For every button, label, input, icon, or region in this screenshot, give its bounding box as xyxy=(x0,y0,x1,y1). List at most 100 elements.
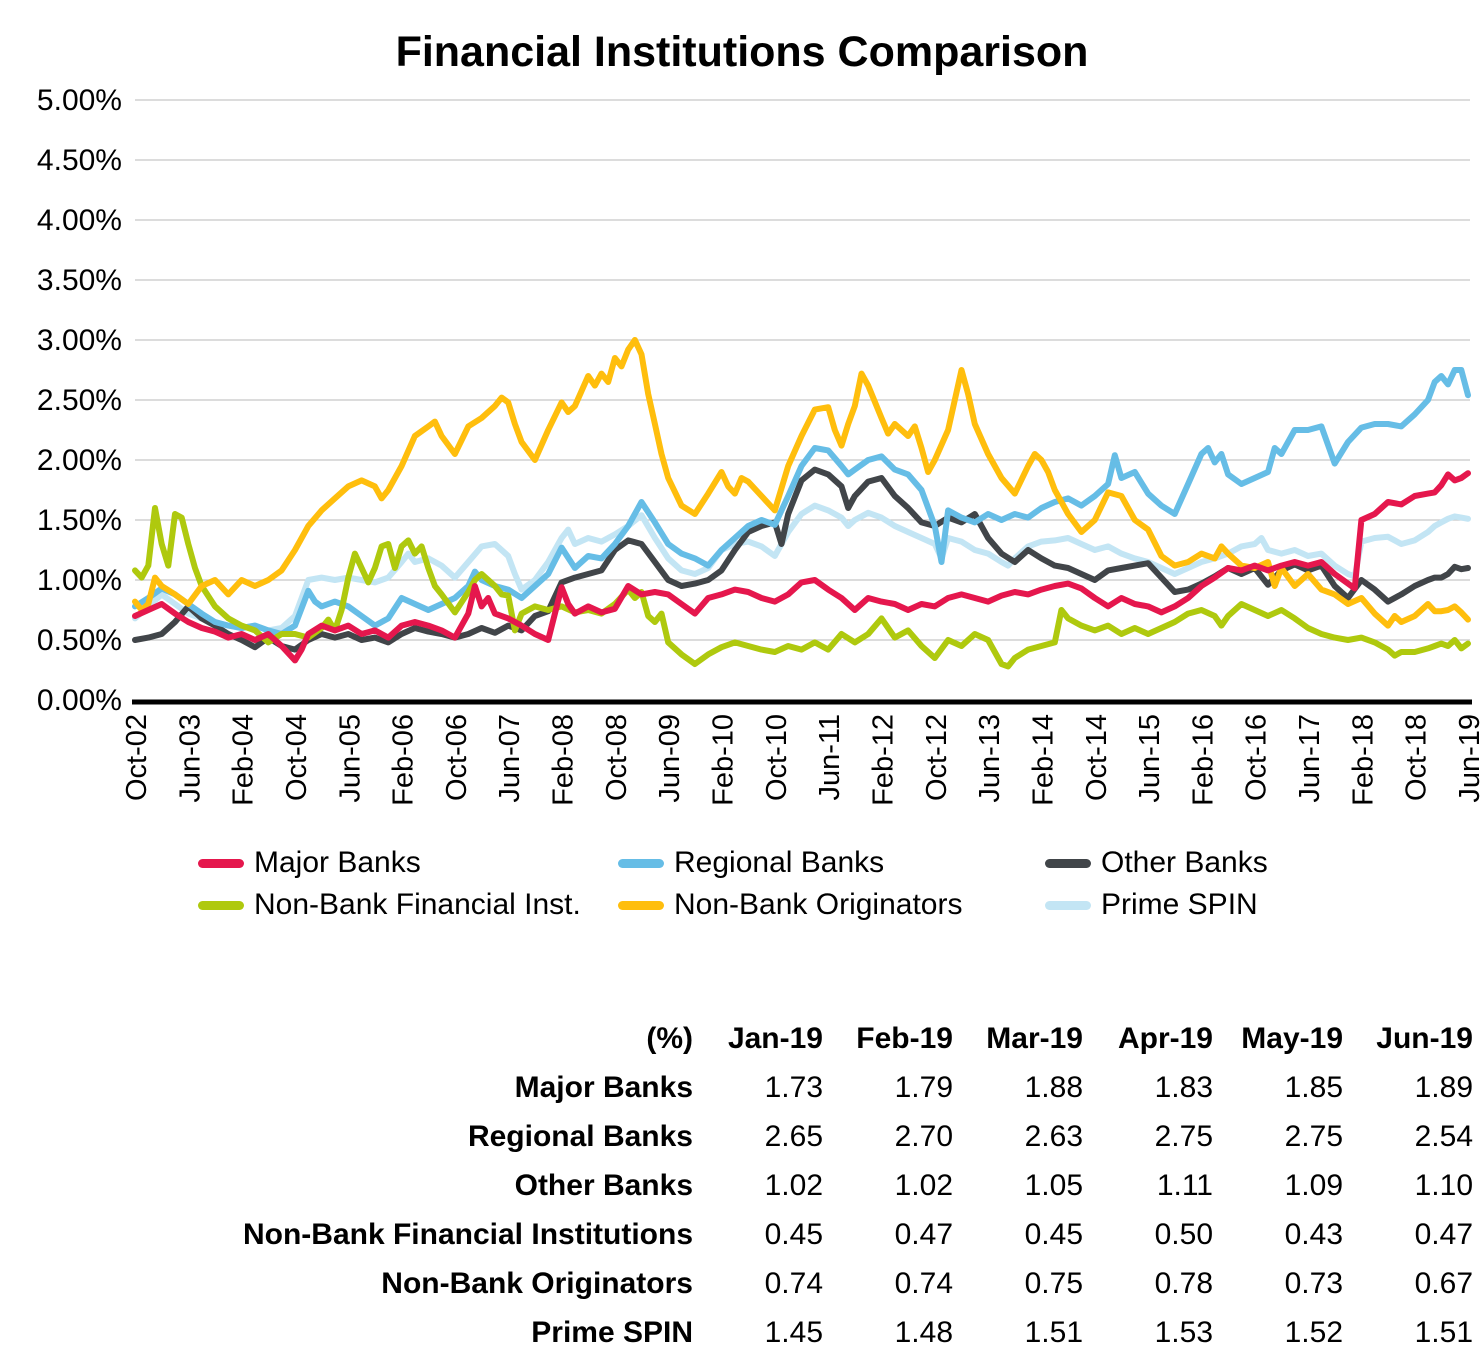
legend-label: Prime SPIN xyxy=(1101,888,1258,921)
table-header-cell: Mar-19 xyxy=(986,1021,1083,1055)
table-header-cell: Jun-19 xyxy=(1376,1021,1473,1055)
x-axis-tick-label: Oct-02 xyxy=(121,714,153,801)
table-cell: 0.78 xyxy=(1154,1266,1213,1300)
table-cell: 2.75 xyxy=(1284,1119,1343,1153)
x-axis-tick-label: Feb-18 xyxy=(1347,714,1379,806)
legend-item: Regional Banks xyxy=(618,842,1045,884)
x-axis-tick-label: Jun-17 xyxy=(1294,714,1326,803)
table-row-label: Regional Banks xyxy=(467,1119,693,1153)
y-axis-tick-label: 4.50% xyxy=(37,144,122,177)
table-cell: 1.88 xyxy=(1024,1070,1083,1104)
y-axis-tick-label: 3.50% xyxy=(37,264,122,297)
legend-marker-icon xyxy=(198,858,244,868)
x-axis-tick-label: Jun-13 xyxy=(974,714,1006,803)
table-cell: 0.67 xyxy=(1414,1266,1473,1300)
table-row-label: Major Banks xyxy=(514,1070,693,1104)
legend-marker-icon xyxy=(618,900,664,910)
table-row: Other Banks 1.02 1.02 1.05 1.11 1.09 1.10 xyxy=(173,1161,1473,1210)
chart-svg: 0.00% 0.50% 1.00% 1.50% 2.00% 2.50% 3.00% 3.50%… xyxy=(37,84,1484,806)
x-axis-tick-label: Feb-10 xyxy=(708,714,740,806)
legend-marker-icon xyxy=(198,900,244,910)
table-cell: 1.51 xyxy=(1414,1315,1473,1349)
table-header-cell: Jan-19 xyxy=(727,1021,823,1055)
table-cell: 0.43 xyxy=(1284,1217,1343,1251)
table-header-unit: (%) xyxy=(646,1021,693,1055)
table-cell: 1.52 xyxy=(1284,1315,1343,1349)
table-cell: 0.75 xyxy=(1024,1266,1083,1300)
legend-item: Prime SPIN xyxy=(1045,884,1445,926)
table-row: Non-Bank Originators 0.74 0.74 0.75 0.78 0.73… xyxy=(173,1259,1473,1308)
table-cell: 0.74 xyxy=(894,1266,953,1300)
table-cell: 1.10 xyxy=(1414,1168,1473,1202)
table-cell: 2.65 xyxy=(764,1119,823,1153)
chart-title: Financial Institutions Comparison xyxy=(395,28,1089,76)
x-axis-tick-label: Feb-04 xyxy=(228,714,260,806)
table-cell: 1.83 xyxy=(1154,1070,1213,1104)
x-axis-tick-label: Oct-06 xyxy=(441,714,473,801)
legend-label: Regional Banks xyxy=(674,846,885,879)
table-header-cell: Apr-19 xyxy=(1117,1021,1213,1055)
x-axis-tick-label: Feb-14 xyxy=(1027,714,1059,806)
x-axis-tick-label: Feb-16 xyxy=(1187,714,1219,806)
legend-label: Other Banks xyxy=(1101,846,1268,879)
legend-marker-icon xyxy=(1045,858,1091,868)
x-axis-tick-label: Jun-15 xyxy=(1134,714,1166,803)
table-cell: 2.70 xyxy=(894,1119,953,1153)
series-line-regional-banks xyxy=(132,367,1471,637)
comparison-chart: 0.00% 0.50% 1.00% 1.50% 2.00% 2.50% 3.00% 3.50%… xyxy=(37,84,1484,806)
table-cell: 1.09 xyxy=(1284,1168,1343,1202)
x-axis-tick-label: Jun-09 xyxy=(654,714,686,803)
table-row-label: Other Banks xyxy=(514,1168,693,1202)
x-axis-tick-label: Oct-10 xyxy=(761,714,793,801)
legend-item: Major Banks xyxy=(198,842,618,884)
table-row-label: Non-Bank Originators xyxy=(381,1266,693,1300)
series-line-major-banks xyxy=(132,470,1471,664)
x-axis-tick-label: Oct-16 xyxy=(1241,714,1273,801)
legend-item: Non-Bank Financial Inst. xyxy=(198,884,618,926)
x-axis-tick-label: Jun-03 xyxy=(174,714,206,803)
y-axis-tick-label: 0.50% xyxy=(37,624,122,657)
table-row-label: Prime SPIN xyxy=(531,1315,693,1349)
legend-item: Non-Bank Originators xyxy=(618,884,1045,926)
table-cell: 1.85 xyxy=(1284,1070,1343,1104)
table-cell: 0.47 xyxy=(1414,1217,1473,1251)
table-cell: 2.75 xyxy=(1154,1119,1213,1153)
x-axis-tick-label: Oct-04 xyxy=(281,714,313,801)
legend-marker-icon xyxy=(618,858,664,868)
table-header-row: (%) Jan-19 Feb-19 Mar-19 Apr-19 May-19 Jun-19 xyxy=(173,1014,1473,1063)
table-cell: 2.54 xyxy=(1414,1119,1473,1153)
table-cell: 1.48 xyxy=(894,1315,953,1349)
x-axis-tick-label: Jun-07 xyxy=(494,714,526,803)
table-cell: 1.02 xyxy=(764,1168,823,1202)
y-axis-tick-label: 2.00% xyxy=(37,444,122,477)
table-cell: 0.73 xyxy=(1284,1266,1343,1300)
x-axis-tick-label: Feb-08 xyxy=(548,714,580,806)
y-axis-tick-label: 3.00% xyxy=(37,324,122,357)
x-axis-tick-label: Jun-05 xyxy=(334,714,366,803)
table-cell: 1.73 xyxy=(764,1070,823,1104)
table-cell: 1.89 xyxy=(1414,1070,1473,1104)
table-cell: 1.02 xyxy=(894,1168,953,1202)
table-cell: 1.05 xyxy=(1024,1168,1083,1202)
table-row: Regional Banks 2.65 2.70 2.63 2.75 2.75 2.54 xyxy=(173,1112,1473,1161)
table-row-label: Non-Bank Financial Institutions xyxy=(242,1217,693,1251)
legend-item: Other Banks xyxy=(1045,842,1445,884)
y-axis-tick-label: 1.00% xyxy=(37,564,122,597)
table-cell: 1.11 xyxy=(1156,1168,1213,1202)
legend-marker-icon xyxy=(1045,900,1091,910)
monthly-values-table: (%) Jan-19 Feb-19 Mar-19 Apr-19 May-19 Jun-19 M… xyxy=(173,1014,1473,1357)
table-cell: 1.53 xyxy=(1154,1315,1213,1349)
y-axis-tick-label: 5.00% xyxy=(37,84,122,117)
series-line-prime-spin xyxy=(132,502,1471,634)
table-cell: 0.74 xyxy=(764,1266,823,1300)
table-header-cell: May-19 xyxy=(1241,1021,1343,1055)
x-axis-tick-label: Jun-19 xyxy=(1454,714,1484,803)
x-axis-tick-label: Feb-06 xyxy=(388,714,420,806)
table-cell: 0.47 xyxy=(894,1217,953,1251)
table-cell: 0.45 xyxy=(1024,1217,1083,1251)
table-cell: 0.50 xyxy=(1154,1217,1213,1251)
chart-legend: Major Banks Regional Banks Other Banks Non-… xyxy=(198,842,1445,926)
y-axis-tick-label: 2.50% xyxy=(37,384,122,417)
x-axis-tick-label: Feb-12 xyxy=(867,714,899,806)
x-axis-tick-label: Jun-11 xyxy=(814,714,846,801)
